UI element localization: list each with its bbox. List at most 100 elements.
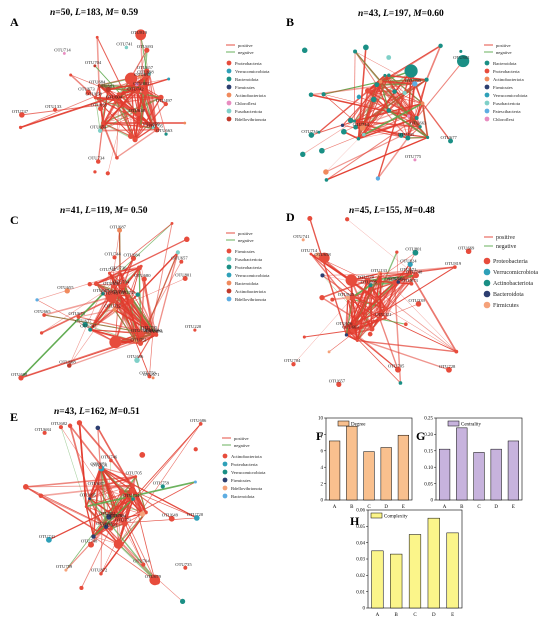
network-node: [353, 49, 358, 54]
positive-edge: [376, 84, 423, 104]
positive-edge: [134, 340, 150, 377]
positive-edge: [363, 70, 412, 135]
positive-edge: [97, 122, 104, 162]
network-node: [404, 322, 408, 327]
network-node: [193, 447, 198, 452]
network-node: [345, 274, 358, 286]
network-node: [320, 273, 325, 278]
node-label: OTU734: [113, 279, 130, 284]
negative-edge: [388, 109, 429, 139]
panel-letter: G: [416, 429, 425, 443]
negative-edge: [122, 284, 157, 335]
node-label: OTU711: [109, 289, 126, 294]
positive-edge: [409, 272, 458, 353]
network-node: [97, 83, 101, 87]
legend-taxon-label: Patescibacteria: [493, 109, 521, 114]
y-tick-label: 0.06: [356, 509, 365, 514]
node-label: OTU604: [143, 328, 160, 333]
network-node: [22, 484, 29, 490]
positive-edge: [379, 275, 417, 320]
node-label: OTU677: [441, 135, 458, 140]
x-tick-label: A: [333, 505, 337, 510]
negative-edge: [113, 309, 136, 342]
network-node: [132, 137, 138, 143]
legend-taxon-dot: [226, 92, 232, 98]
negative-edge: [117, 543, 156, 581]
node-label: OTU795: [405, 78, 422, 83]
network-node: [359, 125, 366, 131]
positive-edge: [384, 75, 405, 94]
positive-edge: [377, 137, 409, 179]
node-label: OTU759: [153, 481, 170, 486]
positive-edge: [148, 73, 158, 130]
positive-edge: [137, 89, 144, 114]
network-node: [369, 326, 375, 332]
positive-edge: [25, 486, 103, 525]
network-node: [93, 95, 98, 100]
network-node: [179, 259, 184, 264]
node-label: OTU741: [119, 290, 136, 295]
legend-taxon-label: Bdellovibrionota: [235, 117, 266, 122]
network-node: [414, 116, 419, 120]
positive-edge: [105, 522, 126, 528]
positive-edge: [97, 475, 136, 488]
positive-edge: [100, 511, 147, 575]
y-tick-label: 0.15: [424, 450, 433, 455]
node-label: OTU698: [11, 372, 28, 377]
legend-taxon-label: Chloroflexi: [493, 117, 515, 122]
network-node: [386, 108, 392, 113]
positive-edge: [388, 79, 427, 111]
network-node: [139, 451, 146, 458]
legend-taxon-dot: [484, 76, 490, 82]
legend-taxon-label: Actinobacteriota: [231, 454, 262, 459]
network-node: [98, 106, 104, 112]
node-label: OTU751: [131, 337, 148, 342]
y-tick-label: 0: [363, 607, 366, 612]
positive-edge: [108, 83, 137, 91]
network-node: [415, 301, 422, 307]
positive-edge: [415, 103, 424, 119]
negative-edge: [367, 274, 417, 282]
node-label: OTU748: [406, 269, 423, 274]
node-label: OTU824: [400, 258, 417, 263]
network-node: [407, 270, 413, 276]
negative-edge: [20, 293, 104, 379]
node-label: OTU656: [103, 281, 120, 286]
network-node: [134, 475, 138, 479]
network-node: [413, 158, 417, 162]
node-label: OTU687: [110, 224, 127, 229]
network-node: [91, 534, 96, 539]
positive-edge: [394, 263, 411, 283]
positive-edge: [96, 267, 140, 285]
legend-taxon-label: Bacteroidota: [231, 494, 254, 499]
positive-edge: [304, 329, 353, 338]
node-label: OTU669: [458, 245, 475, 250]
x-tick-label: A: [376, 613, 380, 618]
positive-edge: [416, 60, 464, 119]
node-labels: OTU686 OTU676 OTU748 OTU339 OTU658 OTU704 OTU8…: [284, 234, 475, 384]
y-tick-label: 0.03: [356, 558, 365, 563]
legend-taxon-dot: [484, 100, 490, 106]
network-node: [114, 98, 118, 102]
network-node: [426, 135, 430, 139]
node-labels: OTU747 OTU751 OTU730 OTU671 OTU746 OTU801 OTU6…: [11, 224, 202, 376]
positive-edge: [90, 329, 136, 342]
bar-d: [490, 448, 502, 501]
network-node: [139, 124, 143, 128]
network-node: [99, 572, 103, 576]
network-node: [409, 281, 414, 286]
positive-edge: [118, 512, 147, 545]
positive-edge: [85, 506, 94, 537]
positive-edge: [408, 115, 428, 138]
network-node: [117, 227, 123, 233]
network-node: [158, 94, 164, 101]
legend-taxon-dot: [226, 100, 232, 106]
network-node: [130, 483, 135, 488]
network-node: [95, 484, 100, 490]
network-node: [465, 248, 472, 255]
y-tick-label: 0.02: [356, 574, 365, 579]
positive-edge: [96, 283, 130, 297]
legend-taxon-label: Proteobacteria: [231, 462, 258, 467]
network-node: [193, 328, 197, 332]
